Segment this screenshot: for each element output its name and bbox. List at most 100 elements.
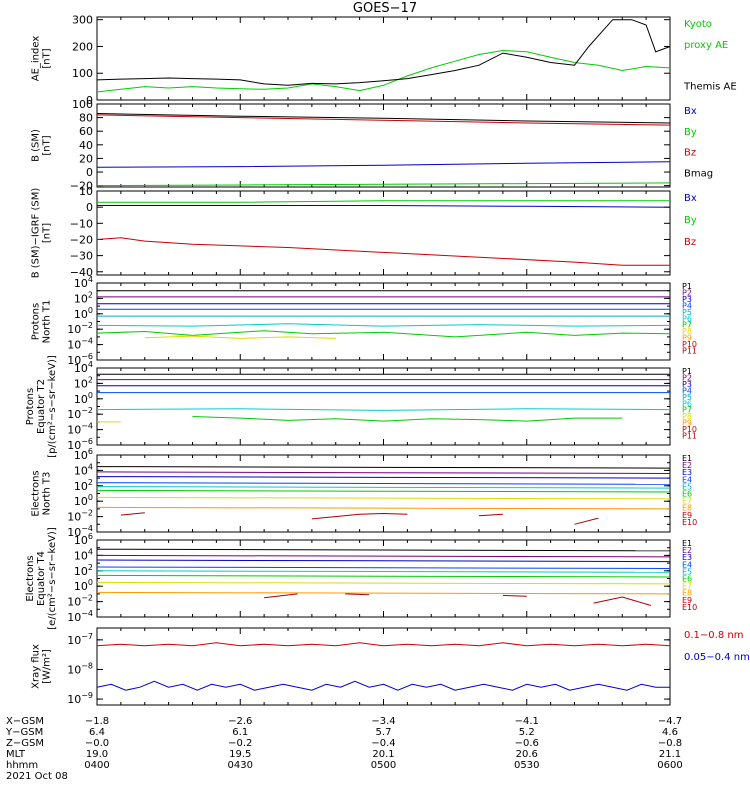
y-axis-label: North T1 bbox=[42, 300, 53, 344]
x-row-value: −4.7 bbox=[658, 716, 682, 727]
y-tick-label: 10−2 bbox=[67, 509, 93, 524]
legend-entry: P10 bbox=[682, 425, 697, 434]
x-row-value: −0.6 bbox=[515, 738, 539, 749]
y-tick-label: 104 bbox=[74, 547, 93, 562]
legend-entry: E7 bbox=[682, 497, 692, 506]
series-line-bigrf-1 bbox=[97, 205, 671, 208]
legend-entry: P10 bbox=[682, 340, 697, 349]
y-tick-label: 10−4 bbox=[67, 524, 93, 539]
panel-ae: 0 100 200 300 AE_index [nT] Kyoto proxy AE Themi… bbox=[31, 14, 737, 107]
legend-entry: E3 bbox=[682, 553, 692, 562]
x-row-value: 0530 bbox=[514, 760, 539, 771]
y-tick-label: 40 bbox=[79, 139, 93, 152]
series-line-ee-11 bbox=[593, 596, 652, 606]
legend-entry: P6 bbox=[682, 314, 692, 323]
y-tick-label: 10−2 bbox=[67, 594, 93, 609]
series-line-ee-9 bbox=[345, 593, 370, 596]
legend-entry: Bx bbox=[684, 193, 697, 204]
y-axis-label: Electrons bbox=[31, 470, 42, 516]
x-row-value: −0.2 bbox=[228, 738, 252, 749]
y-axis-label: B (SM)−IGRF (SM) bbox=[31, 188, 42, 279]
x-row-value: 19.5 bbox=[229, 749, 251, 760]
legend-entry: P5 bbox=[682, 393, 692, 402]
legend-entry: E6 bbox=[682, 490, 692, 499]
legend-entry: P11 bbox=[682, 432, 697, 441]
legend-entry: E10 bbox=[682, 603, 697, 612]
legend-entry: 0.1−0.8 nm bbox=[684, 630, 743, 641]
series-line-en-5 bbox=[96, 489, 671, 493]
y-tick-label: 104 bbox=[74, 360, 93, 375]
legend-entry: P7 bbox=[682, 406, 692, 415]
y-tick-label: 10−2 bbox=[67, 406, 93, 421]
legend-entry: Bx bbox=[684, 106, 697, 117]
y-tick-label: 10−4 bbox=[67, 609, 93, 624]
series-line-pn-7 bbox=[144, 335, 336, 339]
y-axis-label: Protons bbox=[25, 388, 36, 425]
panel-frame bbox=[96, 282, 671, 361]
y-tick-label: 10−4 bbox=[67, 337, 93, 352]
legend-entry: Bmag bbox=[684, 168, 713, 179]
panel-frame bbox=[96, 627, 671, 706]
x-row-value: −3.4 bbox=[371, 716, 395, 727]
series-line-en-2 bbox=[96, 476, 671, 479]
legend-entry: E9 bbox=[682, 596, 692, 605]
y-tick-label: 106 bbox=[74, 532, 93, 547]
x-row-label: MLT bbox=[6, 749, 26, 760]
legend-entry: E5 bbox=[682, 482, 692, 491]
y-tick-label: 100 bbox=[74, 578, 93, 593]
legend-entry: By bbox=[684, 127, 697, 138]
x-row-value: 4.6 bbox=[662, 727, 678, 738]
y-tick-label: 10−8 bbox=[67, 661, 93, 676]
series-line-ee-0 bbox=[96, 548, 671, 552]
series-line-bsm-3 bbox=[96, 182, 671, 187]
y-tick-label: 0 bbox=[86, 201, 93, 214]
y-tick-label: 300 bbox=[72, 14, 93, 27]
legend-entry: E6 bbox=[682, 575, 692, 584]
y-axis-label: [p/(cm²−s−sr−keV)] bbox=[47, 355, 58, 458]
series-line-ee-4 bbox=[96, 570, 671, 573]
legend-entry: P4 bbox=[682, 386, 692, 395]
series-line-xray-1 bbox=[96, 680, 670, 691]
x-row-value: −1.8 bbox=[85, 716, 109, 727]
legend-entry: P3 bbox=[682, 295, 692, 304]
x-row-value: 0430 bbox=[228, 760, 253, 771]
y-tick-label: 100 bbox=[74, 493, 93, 508]
y-tick-label: 10−4 bbox=[67, 422, 93, 437]
x-row-value: 0400 bbox=[84, 760, 109, 771]
legend-entry: E3 bbox=[682, 468, 692, 477]
y-tick-label: 102 bbox=[74, 478, 93, 493]
x-row-value: 0600 bbox=[657, 760, 682, 771]
x-row-label: Y−GSM bbox=[5, 727, 43, 738]
series-line-en-8 bbox=[120, 512, 145, 516]
legend-entry: Bz bbox=[684, 237, 696, 248]
x-row-value: 21.1 bbox=[659, 749, 681, 760]
x-row-value: −0.8 bbox=[658, 738, 682, 749]
legend-entry: E4 bbox=[682, 475, 692, 484]
y-axis-label: Equator T2 bbox=[36, 379, 47, 434]
y-axis-label: Xray flux bbox=[31, 644, 42, 689]
y-tick-label: −30 bbox=[70, 250, 93, 263]
series-line-en-3 bbox=[96, 482, 671, 485]
x-row-label: 2021 Oct 08 bbox=[6, 771, 68, 782]
series-line-en-1 bbox=[96, 471, 671, 474]
y-tick-label: 102 bbox=[74, 290, 93, 305]
legend-entry: P6 bbox=[682, 399, 692, 408]
legend-entry: E8 bbox=[682, 589, 692, 598]
legend-entry: E1 bbox=[682, 539, 692, 548]
legend-entry: proxy AE bbox=[684, 40, 728, 51]
x-row-value: 5.7 bbox=[376, 727, 392, 738]
y-tick-label: −20 bbox=[70, 180, 93, 193]
series-line-en-6 bbox=[96, 496, 671, 500]
x-row-label: Z−GSM bbox=[6, 738, 44, 749]
legend-entry: P9 bbox=[682, 419, 692, 428]
series-line-ae-1 bbox=[96, 19, 671, 86]
series-line-en-9 bbox=[311, 512, 408, 520]
y-axis-label: [e/(cm²−s−sr−keV)] bbox=[47, 527, 58, 630]
y-tick-label: 10−2 bbox=[67, 321, 93, 336]
legend-entry: P5 bbox=[682, 308, 692, 317]
